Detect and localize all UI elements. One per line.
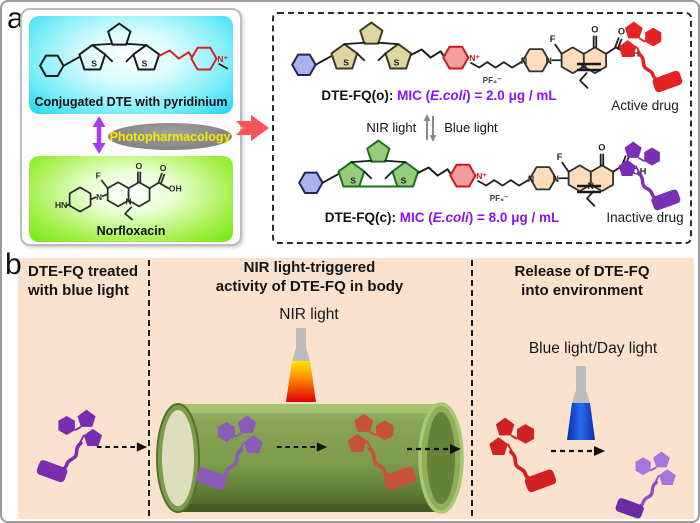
col1-title-line1: DTE-FQ treated	[28, 263, 139, 280]
active-drug-label: Active drug	[611, 98, 679, 113]
active-drug-cartoon	[606, 20, 688, 96]
closed-drug-cartoon-in-tube	[188, 414, 278, 494]
col2-title-line1: NIR light-triggered	[243, 259, 376, 276]
norfloxacin-structure	[34, 158, 230, 222]
dashed-arrow-icon	[551, 446, 605, 456]
nir-light-label: NIR light	[366, 119, 417, 135]
blue-light-label: Blue light	[444, 119, 498, 135]
inactive-drug-cartoon	[602, 140, 690, 214]
open-form-name: DTE-FQ(o):	[321, 88, 394, 103]
blue-light-caption: Blue light/Day light	[528, 340, 658, 357]
panel-a-label: a	[7, 2, 24, 35]
mic-prefix: MIC (	[399, 210, 433, 225]
dte-fq-closed-core	[292, 136, 488, 208]
col2-title: NIR light-triggered activity of DTE-FQ i…	[162, 258, 457, 296]
dte-structure-mini	[32, 19, 230, 91]
double-arrow-icon	[92, 116, 106, 154]
panel-a-left-group: Conjugated DTE with pyridinium Photophar…	[20, 8, 242, 246]
col1-title: DTE-FQ treated with blue light	[28, 262, 158, 300]
closed-form-name: DTE-FQ(c):	[324, 210, 397, 225]
photopharmacology-badge: Photopharmacology	[108, 123, 232, 150]
nir-light-caption: NIR light	[279, 306, 339, 323]
nir-flashlight-icon	[286, 328, 316, 402]
col3-title-line2: into environment	[521, 282, 643, 300]
mic-suffix: ) = 2.0 μg / mL	[466, 88, 557, 103]
photopharmacology-label: Photopharmacology	[109, 129, 231, 144]
mic-species: E.coli	[430, 88, 467, 103]
closed-drug-cartoon-col3	[604, 450, 694, 522]
col3-title-line1: Release of DTE-FQ	[514, 263, 650, 280]
norfloxacin-box: Norfloxacin	[29, 156, 233, 242]
open-form-mic-value: MIC (E.coli) = 2.0 μg / mL	[397, 88, 556, 103]
open-form-mic-line: DTE-FQ(o): MIC (E.coli) = 2.0 μg / mL	[289, 88, 589, 103]
equivalence-icon	[577, 62, 601, 72]
closed-form-mic-line: DTE-FQ(c): MIC (E.coli) = 8.0 μg / mL	[292, 210, 592, 225]
dte-box-title: Conjugated DTE with pyridinium	[34, 95, 228, 109]
col3-title: Release of DTE-FQ into environment	[480, 262, 684, 300]
body-tube	[156, 402, 464, 514]
panel-a-right-box	[272, 12, 692, 244]
blue-flashlight-icon	[567, 366, 595, 440]
inactive-drug-label: Inactive drug	[606, 210, 684, 225]
mic-species: E.coli	[432, 210, 469, 225]
dashed-arrow-icon	[407, 444, 461, 454]
column-divider	[471, 260, 473, 516]
dashed-arrow-icon	[276, 442, 328, 452]
norfloxacin-title: Norfloxacin	[96, 224, 166, 238]
col1-title-line2: with blue light	[28, 282, 129, 300]
up-down-arrows-icon	[423, 114, 437, 142]
dashed-arrow-icon	[96, 442, 148, 452]
closed-form-mic-value: MIC (E.coli) = 8.0 μg / mL	[400, 210, 559, 225]
col2-title-line2: activity of DTE-FQ in body	[215, 278, 404, 296]
dte-pyridinium-box: Conjugated DTE with pyridinium	[29, 16, 233, 114]
mic-suffix: ) = 8.0 μg / mL	[468, 210, 560, 225]
mic-prefix: MIC (	[397, 88, 431, 103]
panel-b-label: b	[5, 248, 22, 281]
dte-fq-open-core	[285, 18, 481, 90]
equivalence-icon	[577, 184, 601, 194]
light-toggle: NIR light Blue light	[347, 112, 517, 142]
red-arrow-icon	[236, 115, 269, 141]
column-divider	[148, 260, 150, 516]
